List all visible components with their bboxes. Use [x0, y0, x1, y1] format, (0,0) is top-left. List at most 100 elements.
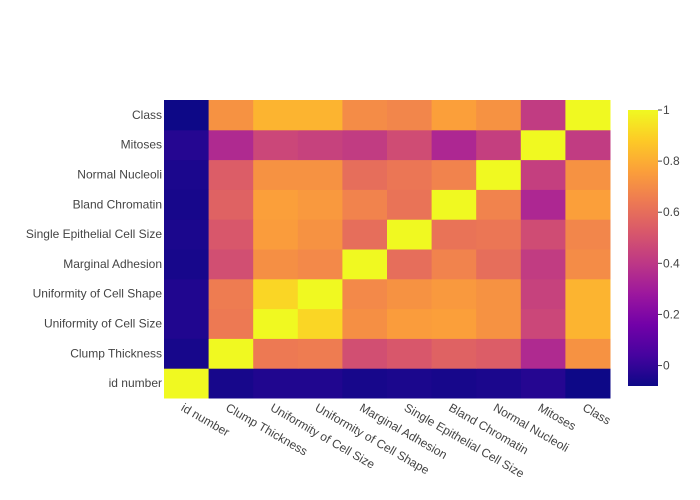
heatmap-cell: [253, 100, 299, 131]
heatmap-cell: [476, 100, 522, 131]
y-tick-label: Bland Chromatin: [73, 197, 162, 211]
heatmap-cell: [208, 308, 254, 339]
x-tick-label: Normal Nucleoli: [491, 400, 571, 454]
y-tick-label: Normal Nucleoli: [77, 168, 162, 182]
heatmap-cell: [565, 338, 611, 369]
heatmap-cell: [476, 189, 522, 220]
heatmap-cell: [565, 278, 611, 310]
x-tick-label: Class: [580, 400, 613, 427]
heatmap-cell: [342, 249, 388, 280]
heatmap-cell: [342, 308, 388, 339]
heatmap-cell: [253, 368, 299, 399]
heatmap-cell: [565, 159, 611, 190]
y-tick-label: Mitoses: [121, 138, 162, 152]
heatmap-cell: [208, 249, 254, 280]
heatmap-cell: [297, 159, 343, 190]
heatmap-cell: [253, 129, 299, 161]
heatmap-cell: [431, 278, 477, 310]
heatmap-cell: [387, 129, 433, 161]
heatmap-cell: [565, 129, 611, 161]
heatmap-cell: [208, 368, 254, 399]
heatmap-cell: [342, 159, 388, 190]
heatmap-cell: [431, 189, 477, 220]
colorbar-tick-label: 0: [663, 359, 670, 373]
heatmap-cell: [476, 278, 522, 310]
heatmap-cell: [208, 189, 254, 220]
heatmap-cell: [520, 100, 566, 131]
heatmap-cell: [431, 159, 477, 190]
heatmap-cell: [208, 338, 254, 369]
heatmap-cell: [387, 278, 433, 310]
heatmap-cell: [164, 308, 210, 339]
heatmap-cell: [520, 159, 566, 190]
heatmap-cell: [297, 368, 343, 399]
heatmap-cell: [476, 219, 522, 250]
heatmap-cell: [565, 219, 611, 250]
y-tick-label: Uniformity of Cell Size: [44, 317, 162, 331]
heatmap-cell: [387, 308, 433, 339]
heatmap-cell: [164, 189, 210, 220]
heatmap-cell: [387, 100, 433, 131]
colorbar-tick-label: 0.8: [663, 154, 680, 168]
heatmap-cell: [520, 219, 566, 250]
y-tick-label: id number: [109, 376, 162, 390]
y-tick-label: Class: [132, 108, 162, 122]
heatmap-cell: [520, 278, 566, 310]
heatmap-cell: [164, 129, 210, 161]
heatmap-cell: [208, 100, 254, 131]
heatmap-cell: [253, 249, 299, 280]
heatmap-cell: [253, 308, 299, 339]
y-tick-label: Single Epithelial Cell Size: [26, 227, 162, 241]
heatmap-cell: [387, 189, 433, 220]
heatmap-cell: [387, 159, 433, 190]
heatmap-cell: [297, 129, 343, 161]
heatmap-cell: [253, 338, 299, 369]
heatmap-cell: [476, 129, 522, 161]
heatmap-cells: [164, 100, 611, 399]
heatmap-cell: [297, 189, 343, 220]
heatmap-cell: [431, 129, 477, 161]
colorbar-tick-label: 1: [663, 103, 670, 117]
heatmap-cell: [253, 219, 299, 250]
heatmap-cell: [565, 189, 611, 220]
heatmap-cell: [164, 219, 210, 250]
heatmap-cell: [565, 308, 611, 339]
heatmap-cell: [565, 249, 611, 280]
heatmap-cell: [520, 338, 566, 369]
heatmap-cell: [342, 129, 388, 161]
heatmap-cell: [253, 278, 299, 310]
heatmap-cell: [387, 249, 433, 280]
heatmap-cell: [431, 368, 477, 399]
heatmap-cell: [208, 129, 254, 161]
heatmap-cell: [520, 249, 566, 280]
heatmap-cell: [297, 249, 343, 280]
heatmap-cell: [253, 159, 299, 190]
heatmap-cell: [342, 278, 388, 310]
heatmap-cell: [208, 278, 254, 310]
heatmap-cell: [520, 308, 566, 339]
y-axis-tick-labels: id number Clump Thickness Uniformity of Ce…: [26, 108, 162, 390]
heatmap-cell: [164, 159, 210, 190]
colorbar-tick-label: 0.2: [663, 307, 680, 321]
x-tick-label: id number: [179, 400, 232, 439]
heatmap-cell: [297, 308, 343, 339]
heatmap-cell: [342, 219, 388, 250]
heatmap-cell: [431, 219, 477, 250]
heatmap-cell: [164, 278, 210, 310]
heatmap-cell: [387, 219, 433, 250]
heatmap-cell: [431, 249, 477, 280]
heatmap-cell: [476, 308, 522, 339]
heatmap-cell: [342, 189, 388, 220]
heatmap-cell: [297, 219, 343, 250]
heatmap-cell: [164, 368, 210, 399]
heatmap-cell: [208, 159, 254, 190]
colorbar-tick-label: 0.6: [663, 205, 680, 219]
heatmap-cell: [387, 338, 433, 369]
y-tick-label: Clump Thickness: [70, 346, 162, 360]
heatmap-cell: [342, 368, 388, 399]
heatmap-cell: [253, 189, 299, 220]
y-tick-label: Marginal Adhesion: [63, 257, 162, 271]
heatmap-cell: [297, 100, 343, 131]
